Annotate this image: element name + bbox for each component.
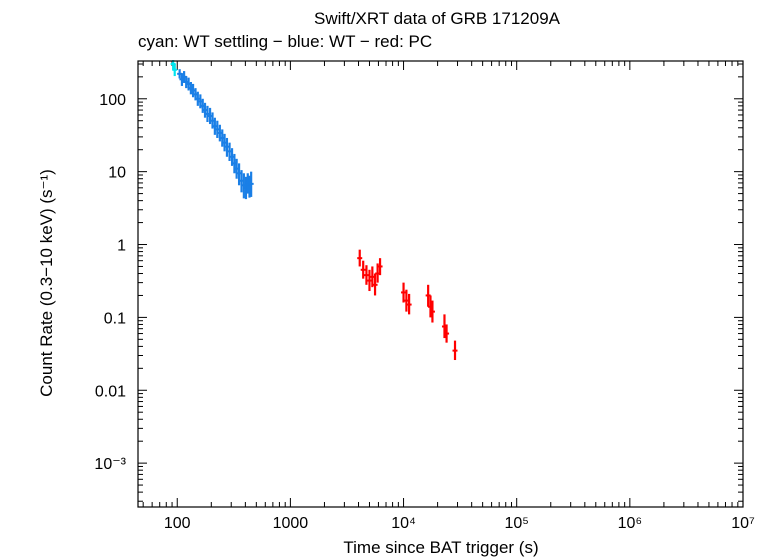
x-tick-label: 10⁵ — [504, 515, 528, 532]
x-tick-label: 10⁷ — [731, 515, 755, 532]
y-tick-label: 10 — [108, 165, 126, 182]
x-tick-label: 100 — [164, 515, 191, 532]
x-axis-label: Time since BAT trigger (s) — [343, 538, 538, 557]
tick-labels: 100 1000 10⁴ 10⁵ 10⁶ 10⁷ 100 10 1 0.1 0.01 10⁻³ — [94, 92, 755, 532]
data-series — [170, 60, 458, 361]
y-tick-label: 1 — [117, 238, 126, 255]
x-tick-label: 10⁶ — [618, 515, 642, 532]
y-tick-label: 100 — [99, 92, 126, 109]
x-tick-label: 10⁴ — [391, 515, 416, 532]
plot-frame — [137, 60, 744, 508]
tick-marks — [138, 61, 744, 507]
chart-subtitle: cyan: WT settling − blue: WT − red: PC — [138, 32, 432, 51]
series-wt — [177, 69, 254, 200]
y-tick-label: 0.01 — [95, 383, 126, 400]
y-axis-label: Count Rate (0.3−10 keV) (s⁻¹) — [37, 169, 56, 397]
chart-title: Swift/XRT data of GRB 171209A — [314, 9, 561, 28]
y-tick-label: 0.1 — [104, 310, 126, 327]
series-wt-settling — [170, 60, 178, 77]
x-tick-label: 1000 — [273, 515, 309, 532]
y-tick-label: 10⁻³ — [94, 456, 126, 473]
series-pc — [357, 249, 458, 361]
